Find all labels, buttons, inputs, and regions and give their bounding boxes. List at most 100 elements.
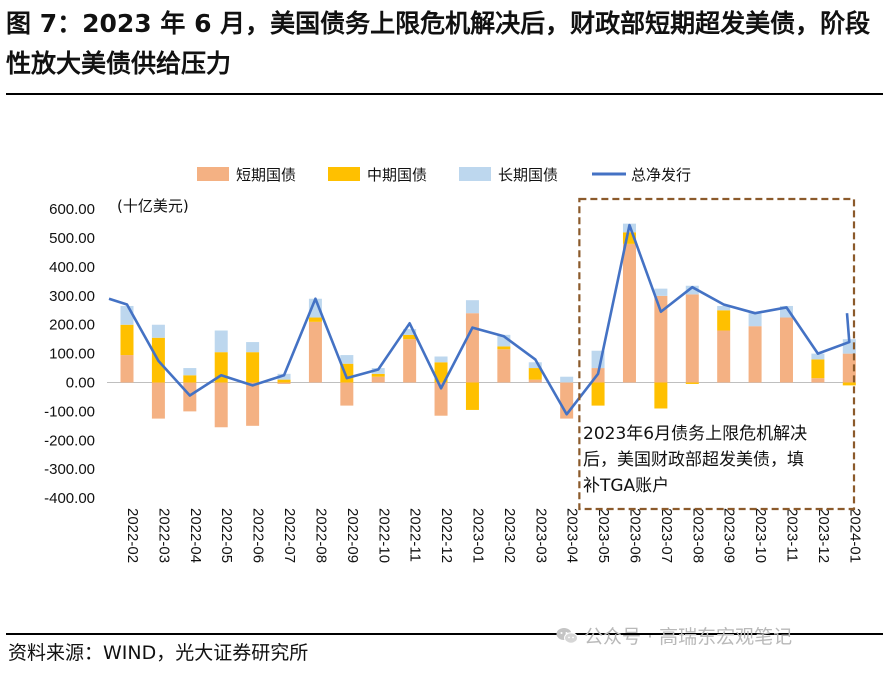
- x-tick-label: 2023-03: [532, 508, 549, 563]
- bar-mid-term: [277, 379, 291, 383]
- bar-mid-term: [591, 382, 605, 406]
- bar-short-term: [214, 382, 228, 428]
- bar-mid-term: [434, 362, 448, 383]
- bar-short-term: [842, 353, 856, 383]
- legend-label: 短期国债: [236, 166, 296, 184]
- source-note: 资料来源：WIND，光大证券研究所: [8, 642, 309, 664]
- y-tick-label: -100.00: [44, 403, 95, 420]
- y-tick-label: 400.00: [49, 259, 95, 276]
- bar-short-term: [277, 382, 291, 384]
- x-tick-label: 2023-10: [752, 508, 769, 563]
- bar-short-term: [528, 379, 542, 383]
- bar-short-term: [371, 376, 385, 383]
- bar-long-term: [371, 368, 385, 374]
- bar-short-term: [717, 330, 731, 383]
- bar-short-term: [465, 313, 479, 383]
- x-tick-label: 2023-11: [784, 508, 801, 562]
- x-tick-label: 2023-05: [595, 508, 612, 563]
- x-tick-label: 2023-01: [469, 508, 486, 563]
- bar-short-term: [811, 378, 825, 383]
- bar-mid-term: [120, 324, 134, 356]
- annotation-line: 补TGA账户: [583, 476, 669, 496]
- bar-mid-term: [528, 368, 542, 380]
- bar-long-term: [497, 334, 511, 347]
- bar-long-term: [654, 288, 668, 296]
- watermark-text: 公众号 · 高瑞东宏观笔记: [584, 626, 793, 648]
- bar-long-term: [214, 330, 228, 353]
- bar-long-term: [528, 362, 542, 369]
- bar-mid-term: [403, 334, 417, 340]
- highlight-box: [578, 197, 856, 511]
- x-tick-label: 2023-07: [658, 508, 675, 563]
- legend-label: 中期国债: [367, 166, 427, 184]
- bar-long-term: [120, 305, 134, 325]
- x-tick-label: 2023-02: [501, 508, 518, 563]
- x-tick-label: 2022-10: [375, 508, 392, 563]
- bar-short-term: [654, 295, 668, 383]
- footer-divider: [6, 633, 883, 635]
- y-tick-label: 100.00: [49, 346, 95, 363]
- x-tick-label: 2023-09: [721, 508, 738, 563]
- bar-long-term: [811, 353, 825, 360]
- x-tick-label: 2023-12: [815, 508, 832, 563]
- x-tick-label: 2022-04: [187, 508, 204, 563]
- legend-swatch: [459, 167, 491, 181]
- y-tick-label: -200.00: [44, 432, 95, 449]
- y-tick-label: 200.00: [49, 317, 95, 334]
- bar-long-term: [717, 305, 731, 311]
- x-tick-label: 2022-05: [218, 508, 235, 563]
- bar-long-term: [465, 300, 479, 314]
- bar-mid-term: [622, 232, 636, 244]
- legend-label: 长期国债: [498, 166, 558, 184]
- watermark: 公众号 · 高瑞东宏观笔记: [556, 622, 792, 649]
- bar-mid-term: [246, 352, 260, 383]
- bar-long-term: [183, 368, 197, 376]
- bar-short-term: [403, 339, 417, 383]
- x-tick-label: 2022-08: [312, 508, 329, 563]
- bar-long-term: [340, 355, 354, 364]
- bar-long-term: [748, 313, 762, 327]
- bar-mid-term: [371, 373, 385, 377]
- bar-short-term: [183, 382, 197, 412]
- y-tick-label: 300.00: [49, 288, 95, 305]
- bar-mid-term: [842, 382, 856, 386]
- bar-mid-term: [717, 310, 731, 331]
- bar-short-term: [340, 382, 354, 406]
- bar-long-term: [434, 356, 448, 363]
- bar-short-term: [622, 243, 636, 383]
- x-tick-label: 2024-01: [846, 508, 863, 563]
- bar-long-term: [277, 373, 291, 380]
- bar-short-term: [120, 355, 134, 383]
- legend-label: 总净发行: [631, 166, 691, 184]
- y-tick-label: 500.00: [49, 230, 95, 247]
- y-tick-label: 600.00: [49, 201, 95, 218]
- y-unit-label: (十亿美元): [117, 197, 189, 215]
- bar-long-term: [246, 342, 260, 353]
- bar-short-term: [748, 326, 762, 383]
- bar-mid-term: [183, 375, 197, 383]
- y-tick-label: -400.00: [44, 490, 95, 507]
- y-tick-label: 0.00: [66, 375, 95, 392]
- figure-title: 图 7：2023 年 6 月，美国债务上限危机解决后，财政部短期超发美债，阶段性…: [6, 9, 871, 78]
- bar-mid-term: [685, 382, 699, 384]
- bar-short-term: [434, 382, 448, 416]
- bar-short-term: [308, 321, 322, 383]
- bar-line-chart: 600.00 500.00 400.00 300.00 200.00 100.00 0.00…: [44, 166, 863, 563]
- bar-short-term: [151, 382, 165, 419]
- x-tick-label: 2022-12: [438, 508, 455, 563]
- annotation-line: 后，美国财政部超发美债，填: [583, 450, 804, 470]
- bar-mid-term: [308, 317, 322, 322]
- bar-long-term: [403, 329, 417, 335]
- x-tick-label: 2022-11: [407, 508, 424, 562]
- x-tick-label: 2022-02: [124, 508, 141, 563]
- x-tick-label: 2022-09: [344, 508, 361, 563]
- line-total-net-issuance: [108, 223, 851, 416]
- bar-short-term: [246, 382, 260, 426]
- bar-mid-term: [497, 346, 511, 350]
- bar-long-term: [560, 376, 574, 383]
- bar-mid-term: [811, 359, 825, 379]
- bar-mid-term: [465, 382, 479, 410]
- x-tick-label: 2022-03: [155, 508, 172, 563]
- bar-short-term: [685, 294, 699, 383]
- bar-long-term: [685, 285, 699, 295]
